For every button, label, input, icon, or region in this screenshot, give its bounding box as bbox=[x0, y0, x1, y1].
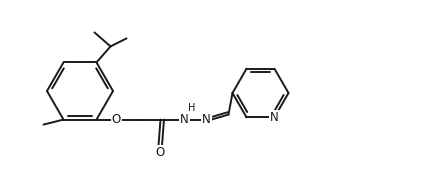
Text: H: H bbox=[188, 103, 196, 113]
Text: N: N bbox=[270, 111, 279, 124]
Text: N: N bbox=[202, 113, 211, 126]
Text: N: N bbox=[180, 113, 189, 126]
Text: O: O bbox=[155, 146, 165, 159]
Text: O: O bbox=[112, 113, 121, 126]
